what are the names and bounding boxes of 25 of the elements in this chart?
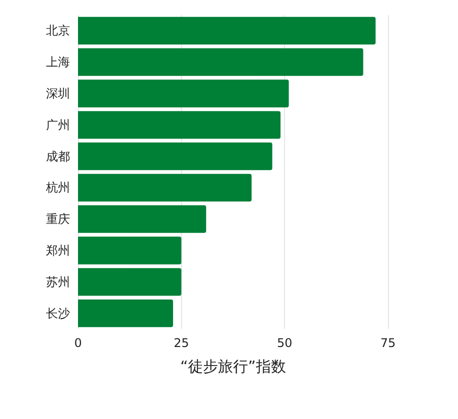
bar [78, 205, 206, 233]
y-tick-label: 郑州 [46, 244, 70, 258]
bar [78, 80, 289, 108]
y-tick-label: 深圳 [46, 86, 70, 100]
y-tick-label: 上海 [46, 55, 70, 70]
y-tick-label: 苏州 [46, 274, 70, 289]
x-tick-label: 0 [74, 336, 82, 350]
y-tick-label: 成都 [46, 149, 70, 164]
y-tick-label: 长沙 [46, 306, 70, 320]
x-tick-label: 25 [174, 336, 189, 350]
bar [78, 16, 376, 45]
bar [78, 299, 174, 328]
y-tick-label: 广州 [46, 118, 70, 132]
y-tick-label: 杭州 [45, 180, 70, 195]
bar [78, 268, 182, 296]
x-tick-label: 50 [277, 336, 292, 350]
x-tick-label: 75 [380, 336, 396, 350]
bar [78, 236, 182, 264]
y-tick-label: 北京 [46, 24, 70, 38]
bar [78, 48, 364, 76]
bar [78, 111, 281, 139]
x-axis-title: “徒步旅行”指数 [180, 358, 286, 376]
bar [78, 142, 272, 170]
bar [78, 174, 252, 202]
y-tick-label: 重庆 [46, 212, 70, 226]
